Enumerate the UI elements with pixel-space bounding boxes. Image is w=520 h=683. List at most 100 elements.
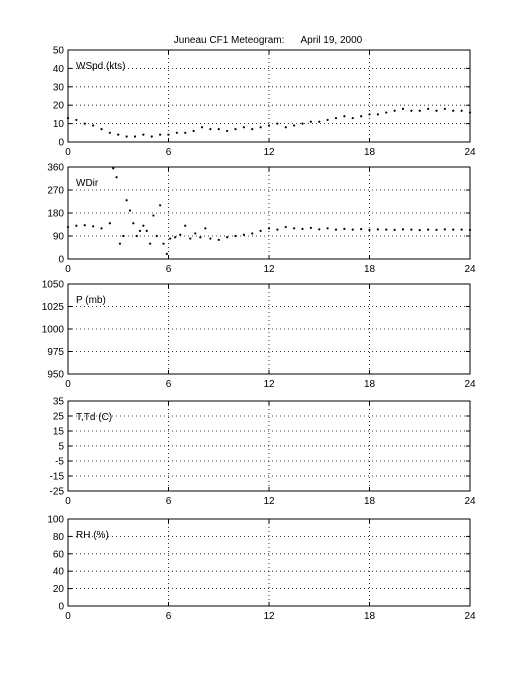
panel-wdir-point xyxy=(92,225,95,228)
panel-wdir-ytick-label: 360 xyxy=(47,163,64,174)
panel-wspd-kts-point xyxy=(242,126,245,129)
panel-wdir-point xyxy=(209,237,212,240)
panel-wdir-point xyxy=(169,237,172,240)
panel-rh-xtick-label: 6 xyxy=(166,611,172,622)
panel-p-mb-xtick-label: 24 xyxy=(464,379,476,390)
panel-wdir-point xyxy=(122,234,125,238)
panel-t-td-c: 0 6 12 18 24 -25 -15 -5 5 15 25 35 T,Td (C) xyxy=(50,397,476,508)
panel-wdir-point xyxy=(401,228,405,231)
panel-wspd-kts-label: WSpd (kts) xyxy=(76,61,125,72)
panel-wdir-point xyxy=(259,229,262,232)
panel-wspd-kts-point xyxy=(276,122,279,125)
panel-wdir-point xyxy=(435,228,438,231)
panel-t-td-c-xtick-label: 12 xyxy=(263,496,275,507)
panel-wdir-point xyxy=(184,224,187,227)
panel-wdir-point xyxy=(75,224,78,227)
panel-wdir-ytick-label: 180 xyxy=(47,209,64,220)
panel-wspd-kts-ytick-label: 10 xyxy=(53,119,65,130)
panel-p-mb-ytick-label: 975 xyxy=(47,347,64,358)
figure-title: Juneau CF1 Meteogram: April 19, 2000 xyxy=(174,35,363,46)
panel-wdir-point xyxy=(385,228,388,231)
panel-wspd-kts-point xyxy=(234,128,237,131)
panel-wspd-kts-ytick-label: 20 xyxy=(53,101,65,112)
panel-t-td-c-ytick-label: 35 xyxy=(53,397,65,408)
panel-t-td-c-label: T,Td (C) xyxy=(76,412,112,423)
panel-rh-xtick-label: 12 xyxy=(263,611,275,622)
panel-t-td-c-ytick-label: -15 xyxy=(50,472,65,483)
panel-wspd-kts-ytick-label: 30 xyxy=(53,82,65,93)
panel-wdir-point xyxy=(452,228,455,231)
panel-rh-axes xyxy=(67,518,471,607)
panel-wspd-kts-ytick-label: 50 xyxy=(53,46,65,57)
panel-wdir-ytick-label: 90 xyxy=(53,232,65,243)
panel-p-mb-xtick-label: 6 xyxy=(166,379,172,390)
panel-wspd-kts-point xyxy=(309,120,312,123)
panel-wdir-point xyxy=(334,228,338,231)
panel-wspd-kts-xtick-label: 18 xyxy=(364,147,376,158)
panel-rh-xtick-label: 18 xyxy=(364,611,376,622)
panel-wdir-point xyxy=(155,234,158,238)
panel-p-mb-ytick-label: 1050 xyxy=(42,280,65,291)
panel-wdir-point xyxy=(267,227,271,230)
panel-wdir-point xyxy=(460,228,463,231)
panel-wspd-kts-point xyxy=(427,107,430,110)
panel-wspd-kts-point xyxy=(159,133,162,136)
panel-rh-label: RH (%) xyxy=(76,530,109,541)
panel-wspd-kts-point xyxy=(117,133,120,136)
panel-p-mb-label: P (mb) xyxy=(76,295,106,306)
panel-t-td-c-ytick-label: -25 xyxy=(50,487,65,498)
panel-wspd-kts-point xyxy=(301,122,304,125)
panel-wdir-point xyxy=(112,167,115,170)
panel-wdir-xtick-label: 24 xyxy=(464,264,476,275)
panel-wdir-label: WDir xyxy=(76,178,99,189)
panel-wspd-kts-point xyxy=(410,109,413,112)
panel-wdir-point xyxy=(108,222,111,225)
panel-t-td-c-ytick-label: -5 xyxy=(55,457,64,468)
panel-wdir-point xyxy=(351,228,354,231)
panel-wdir-point xyxy=(242,233,245,236)
panel-wdir-point xyxy=(100,227,103,230)
panel-t-td-c-ytick-label: 5 xyxy=(58,442,64,453)
panel-wdir-point xyxy=(159,204,162,207)
panel-wdir-point xyxy=(217,238,220,241)
panel-wdir-ytick-label: 0 xyxy=(58,255,64,266)
panel-p-mb-ytick-label: 1000 xyxy=(42,325,65,336)
panel-wspd-kts-xtick-label: 24 xyxy=(464,147,476,158)
panel-wspd-kts-point xyxy=(83,122,86,125)
panel-rh-ytick-label: 60 xyxy=(53,549,65,560)
panel-p-mb-xtick-label: 18 xyxy=(364,379,376,390)
panel-wdir-point xyxy=(142,224,145,227)
panel-wdir-point xyxy=(301,227,304,230)
panel-wspd-kts-point xyxy=(217,128,220,131)
panel-wdir-xtick-label: 18 xyxy=(364,264,376,275)
panel-wspd-kts: 0 6 12 18 24 0 10 20 30 40 50 WSpd (kts) xyxy=(53,46,476,159)
panel-wspd-kts-point xyxy=(334,116,338,120)
panel-wdir-point xyxy=(393,228,396,231)
panel-wspd-kts-point xyxy=(368,113,371,116)
panel-wdir-point xyxy=(410,228,413,231)
panel-wspd-kts-point xyxy=(360,115,363,118)
panel-p-mb-xtick-label: 0 xyxy=(65,379,71,390)
panel-wspd-kts-point xyxy=(326,118,329,122)
panel-wspd-kts-point xyxy=(142,133,145,136)
panel-wspd-kts-point xyxy=(293,124,296,127)
panel-wspd-kts-point xyxy=(251,128,254,131)
panel-wspd-kts-point xyxy=(318,120,321,123)
panel-wdir-point xyxy=(115,176,118,179)
panel-wdir-point xyxy=(443,228,446,231)
panel-wspd-kts-point xyxy=(226,129,229,133)
panel-wspd-kts-point xyxy=(393,109,396,112)
panel-wspd-kts-point xyxy=(351,116,354,120)
panel-wspd-kts-axes xyxy=(67,49,471,143)
panel-t-td-c-xtick-label: 18 xyxy=(364,496,376,507)
panel-wdir-point xyxy=(174,236,177,239)
panel-wdir-point xyxy=(376,228,379,231)
panel-wdir-point xyxy=(427,228,430,231)
panel-wspd-kts-point xyxy=(175,131,178,134)
panel-wdir-point xyxy=(125,199,128,202)
panel-wspd-kts-point xyxy=(259,126,262,129)
panel-wdir-point xyxy=(148,242,152,245)
panel-wdir-point xyxy=(234,234,237,238)
panel-wspd-kts-point xyxy=(385,111,388,114)
panel-wspd-kts-ytick-label: 0 xyxy=(58,138,64,149)
